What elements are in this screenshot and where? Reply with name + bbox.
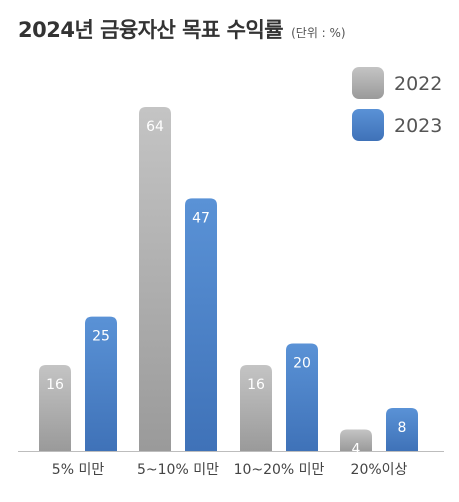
legend-swatch-2023: [352, 109, 384, 141]
bar-2022-1: [39, 365, 71, 451]
bar-2023-1: [85, 316, 117, 451]
legend-swatch-2022: [352, 67, 384, 99]
category-label-3: 10~20% 미만: [234, 462, 325, 478]
data-label-2022-2: 64: [146, 119, 164, 135]
bar-2022-4: [340, 429, 372, 451]
data-label-2023-4: 8: [398, 420, 407, 436]
data-label-2022-3: 16: [247, 377, 265, 393]
data-label-2022-4: 4: [352, 442, 361, 458]
bar-2022-2: [139, 107, 171, 451]
bar-2022-3: [240, 365, 272, 451]
chart-title: 2024년 금융자산 목표 수익률: [18, 18, 284, 42]
data-label-2022-1: 16: [46, 377, 64, 393]
data-label-2023-1: 25: [92, 329, 110, 345]
chart-title-row: 2024년 금융자산 목표 수익률 (단위 : %): [18, 14, 346, 44]
category-label-2: 5~10% 미만: [137, 462, 219, 478]
bar-2023-2: [185, 198, 217, 451]
category-label-1: 5% 미만: [52, 462, 105, 478]
data-label-2023-2: 47: [192, 210, 210, 226]
legend-label-2023: 2023: [394, 115, 442, 137]
category-label-4: 20%이상: [351, 462, 408, 478]
data-label-2023-3: 20: [293, 356, 311, 372]
bar-2023-4: [386, 408, 418, 451]
bar-2023-3: [286, 343, 318, 451]
legend-label-2022: 2022: [394, 73, 442, 95]
unit-label: (단위 : %): [291, 26, 346, 40]
